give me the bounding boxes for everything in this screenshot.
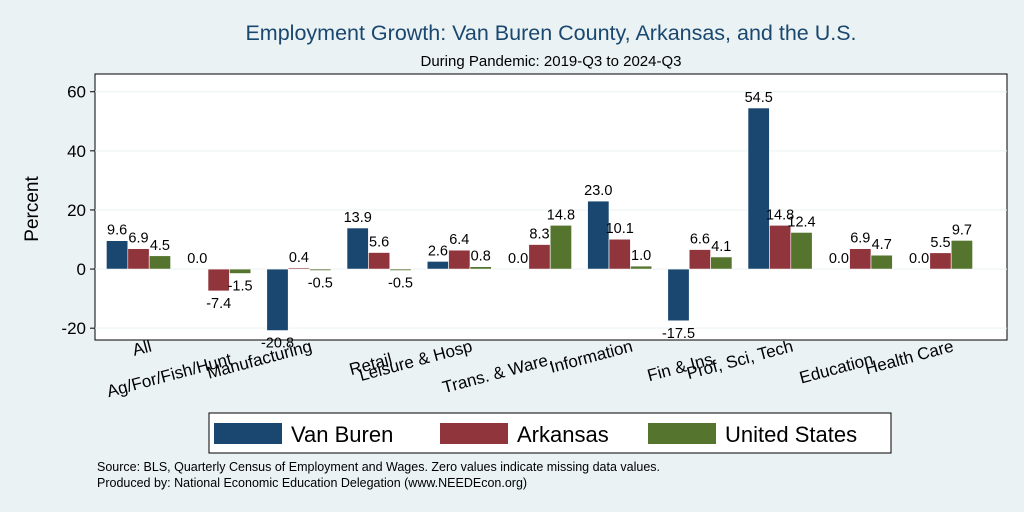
legend-swatch (440, 423, 508, 444)
data-label: 13.9 (344, 210, 372, 226)
bar (426, 261, 449, 270)
bar (528, 244, 551, 270)
data-label: 6.6 (690, 232, 710, 248)
produced-by-note: Produced by: National Economic Education… (97, 476, 528, 490)
bar (448, 249, 471, 270)
data-label: 12.4 (787, 214, 815, 230)
data-label: 2.6 (428, 243, 448, 259)
legend: Van Buren Arkansas United States (208, 412, 892, 454)
bar (950, 240, 973, 270)
bar (229, 268, 252, 274)
x-category-label: Health Care (863, 337, 956, 379)
source-note: Source: BLS, Quarterly Census of Employm… (97, 460, 661, 474)
bar (127, 248, 150, 270)
data-label: -7.4 (206, 296, 231, 312)
y-axis: -20 0 20 40 60 (61, 83, 95, 338)
data-labels: 9.6 6.9 4.50.0-7.4-1.5-20.80.4-0.513.95.6-… (107, 90, 972, 352)
data-label: 1.0 (631, 248, 651, 264)
bar (587, 200, 610, 270)
x-category-label: Information (548, 337, 635, 377)
bar (309, 268, 332, 271)
data-label: 0.8 (471, 249, 491, 265)
x-category-label: All (130, 337, 153, 360)
data-label: -17.5 (662, 326, 695, 342)
chart-subtitle: During Pandemic: 2019-Q3 to 2024-Q3 (421, 53, 682, 70)
bar (710, 256, 733, 270)
data-label: 9.6 (107, 223, 127, 239)
bars (106, 107, 973, 331)
bar (667, 268, 690, 322)
data-label: 0.0 (909, 251, 929, 267)
data-label: 10.1 (606, 221, 634, 237)
data-label: 0.4 (289, 250, 309, 266)
chart-title: Employment Growth: Van Buren County, Ark… (245, 21, 856, 45)
bar (608, 238, 631, 270)
x-category-label: Manufacturing (205, 337, 314, 383)
bar (148, 255, 171, 270)
data-label: 6.9 (128, 231, 148, 247)
bar (630, 265, 653, 270)
legend-swatch (214, 423, 282, 444)
bar (287, 267, 310, 270)
data-label: 9.7 (952, 222, 972, 238)
data-label: 54.5 (745, 90, 773, 106)
legend-box (208, 412, 892, 454)
data-label: 6.4 (449, 232, 469, 248)
bar (368, 252, 391, 270)
data-label: 14.8 (547, 207, 575, 223)
data-label: 5.5 (930, 235, 950, 251)
data-label: 0.0 (829, 251, 849, 267)
data-label: 4.7 (872, 237, 892, 253)
y-tick-label: -20 (61, 319, 86, 338)
legend-label: United States (725, 422, 857, 447)
bar (389, 268, 412, 271)
bar (266, 268, 289, 331)
data-label: -20.8 (261, 336, 294, 352)
y-tick-label: 0 (77, 260, 86, 279)
x-category-label: Education (797, 350, 875, 388)
bar (106, 240, 129, 270)
bar (747, 107, 770, 270)
data-label: 6.9 (850, 231, 870, 247)
data-label: 5.6 (369, 235, 389, 251)
bar (346, 227, 369, 270)
data-label: 14.8 (766, 207, 794, 223)
y-tick-label: 20 (67, 201, 86, 220)
data-label: 8.3 (529, 227, 549, 243)
data-label: 0.0 (187, 251, 207, 267)
data-label: 4.5 (150, 238, 170, 254)
legend-swatch (648, 423, 716, 444)
y-tick-label: 60 (67, 83, 86, 102)
data-label: -0.5 (388, 276, 413, 292)
data-label: 23.0 (584, 183, 612, 199)
data-label: -1.5 (228, 279, 253, 295)
bar (469, 266, 492, 270)
bar (207, 268, 230, 292)
bar (870, 254, 893, 270)
y-tick-label: 40 (67, 142, 86, 161)
legend-label: Arkansas (517, 422, 609, 447)
plot-area (94, 73, 1008, 341)
bar (549, 225, 572, 270)
bar (769, 225, 792, 270)
data-label: 0.0 (508, 251, 528, 267)
bar (790, 232, 813, 270)
data-label: -0.5 (308, 276, 333, 292)
bar (849, 248, 872, 270)
legend-label: Van Buren (291, 422, 393, 447)
bar (929, 252, 952, 270)
y-axis-title: Percent (22, 176, 43, 242)
bar (688, 249, 711, 270)
data-label: 4.1 (711, 239, 731, 255)
x-category-label: Prof, Sci, Tech (685, 337, 795, 384)
